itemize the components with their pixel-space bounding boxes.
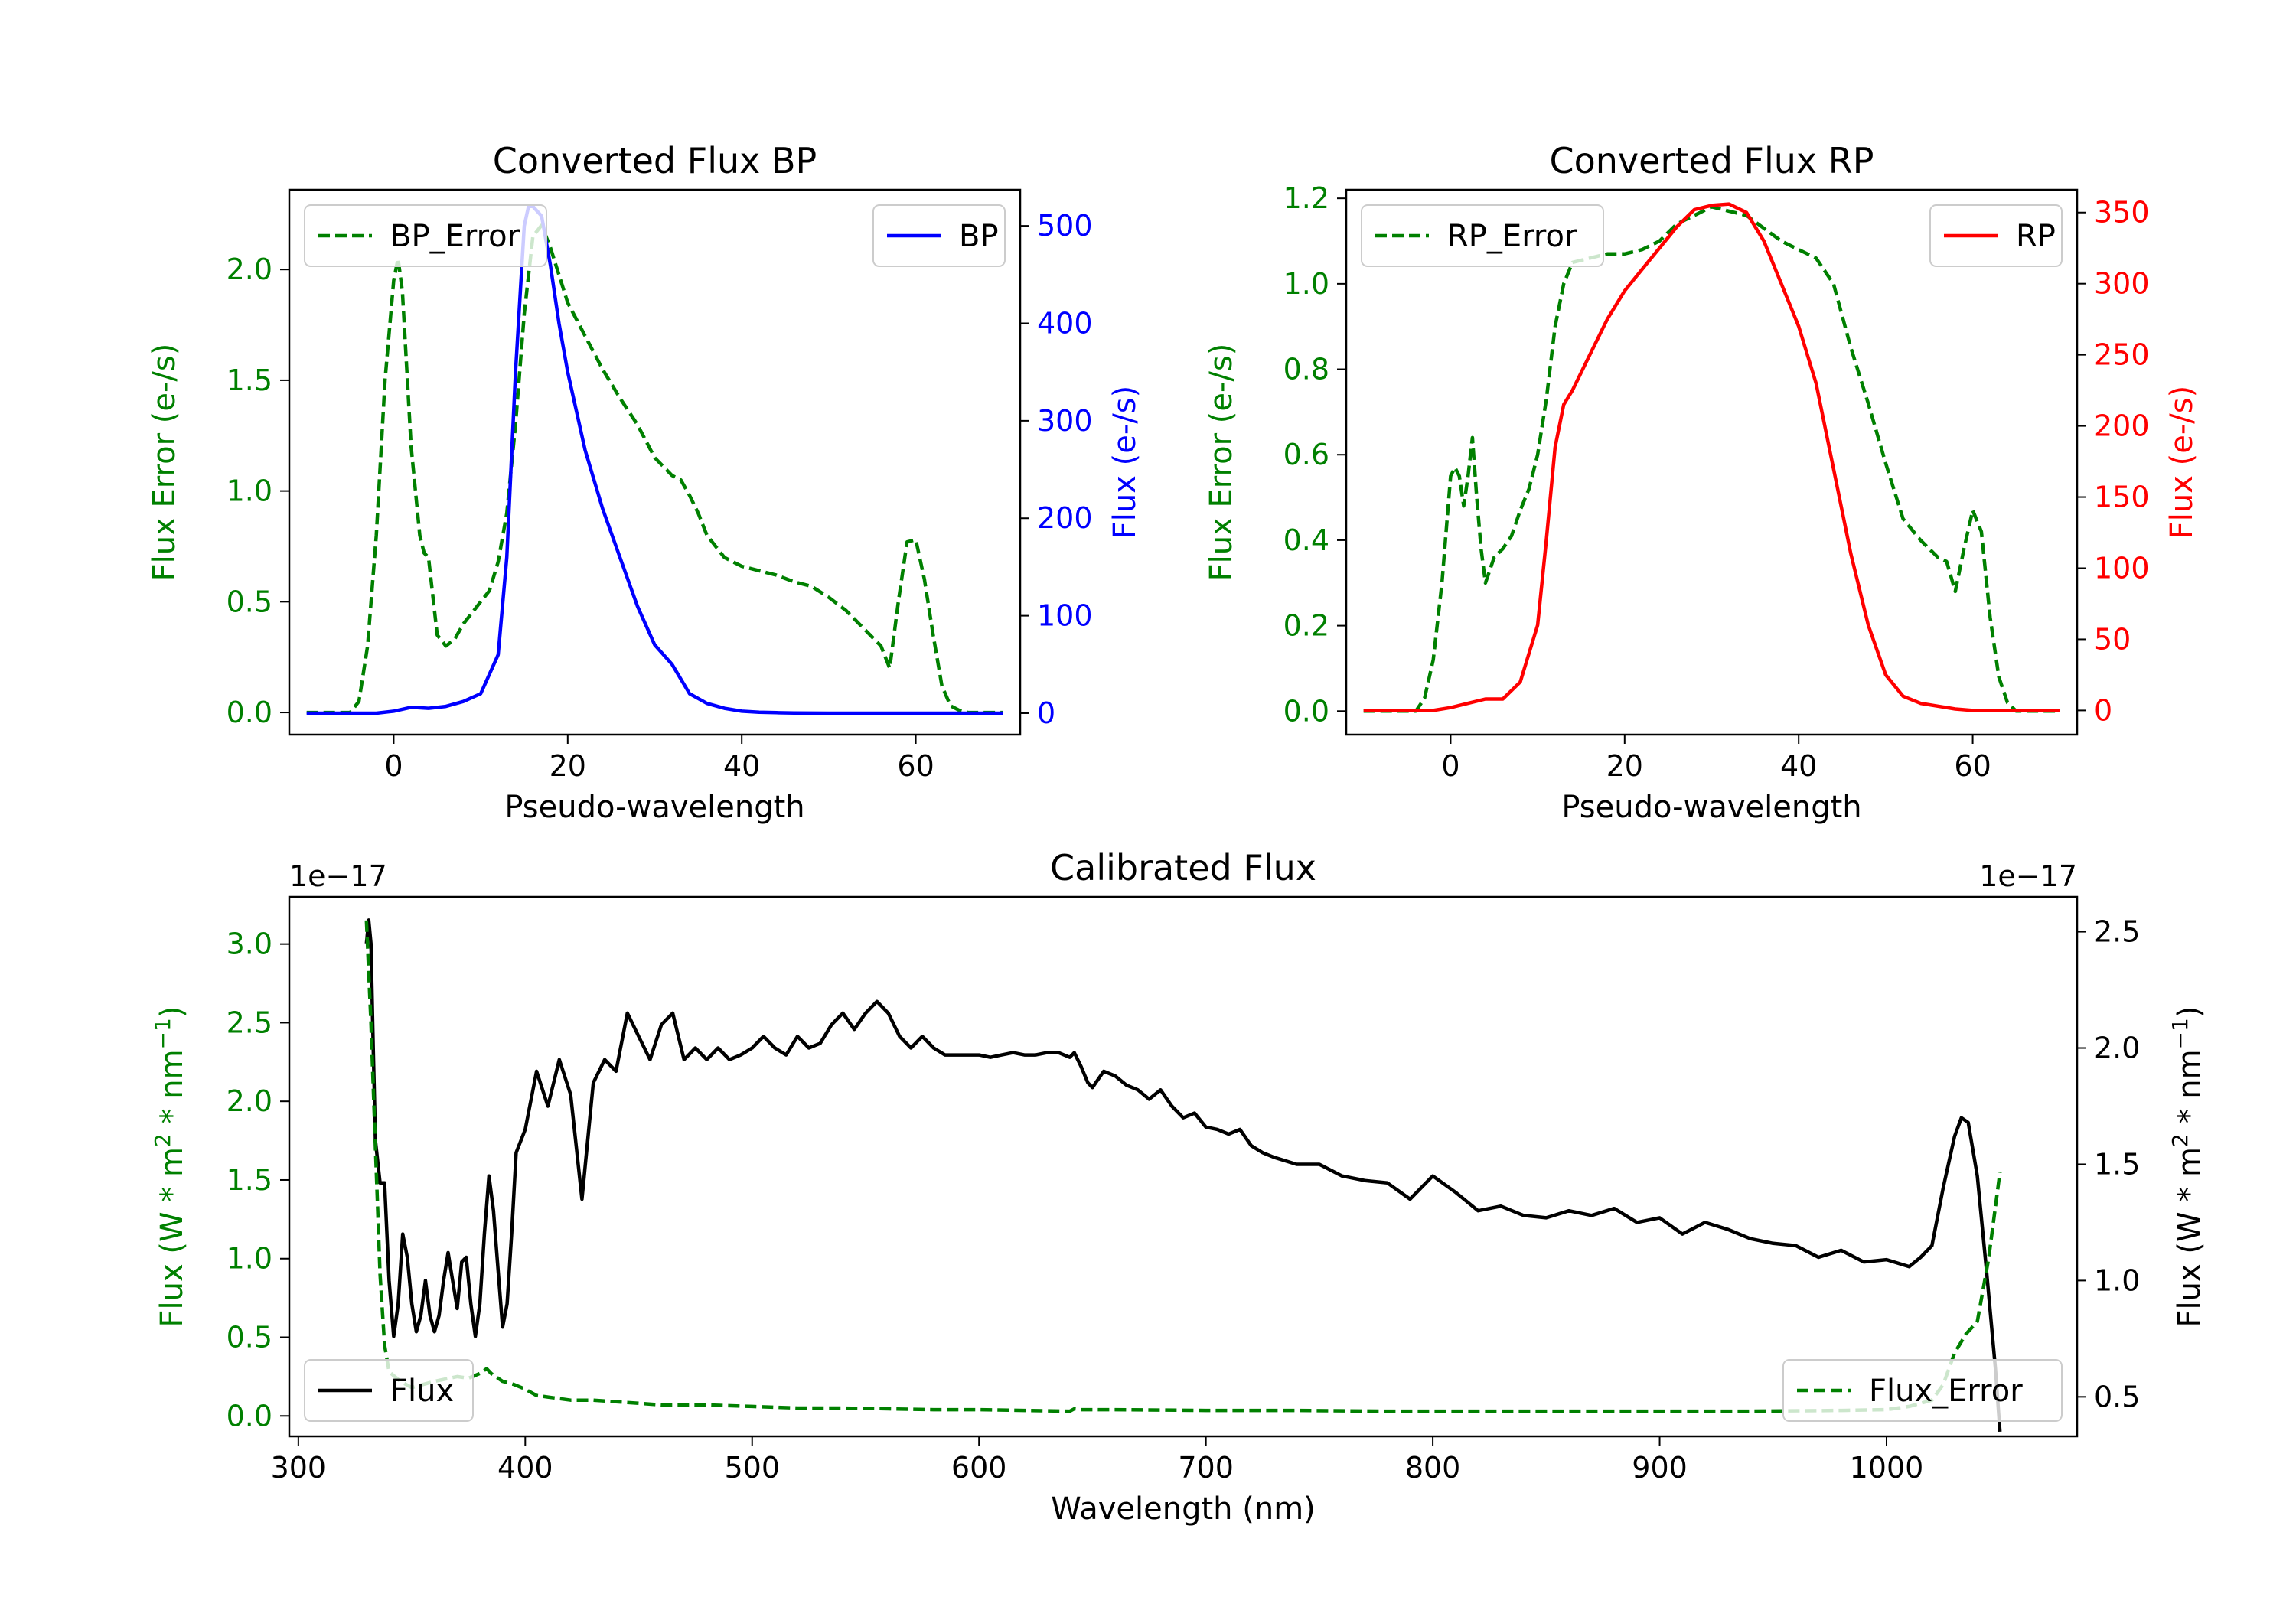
legend-box — [1361, 204, 1604, 267]
series-line-rp-error — [1363, 205, 2060, 713]
legend-flux-error: Flux_Error — [1782, 1359, 2063, 1422]
x-tick-label: 40 — [723, 749, 760, 783]
x-tick-label: 0 — [1441, 749, 1459, 783]
x-tick-label: 600 — [951, 1451, 1007, 1485]
legend-label: Flux — [390, 1374, 454, 1409]
x-axis-title: Pseudo-wavelength — [504, 790, 804, 825]
legend-rp-error: RP_Error — [1361, 204, 1604, 267]
y-left-tick-label: 2.0 — [227, 1084, 272, 1118]
y-left-axis-title: Flux Error (e-/s) — [147, 344, 182, 582]
y-right-tick-label: 500 — [1037, 209, 1093, 243]
x-tick-label: 60 — [1954, 749, 1991, 783]
y-right-axis-title: Flux (e-/s) — [1107, 386, 1143, 539]
y-left-tick-label: 1.2 — [1283, 181, 1329, 215]
legend-rp: RP — [1929, 204, 2063, 267]
x-tick-label: 60 — [897, 749, 934, 783]
x-tick-label: 20 — [1606, 749, 1643, 783]
legend-label: RP — [2016, 219, 2056, 254]
y-right-tick-label: 150 — [2094, 481, 2150, 514]
plot-frame — [288, 188, 1022, 736]
legend-box — [304, 1359, 474, 1422]
x-axis-title: Wavelength (nm) — [1051, 1491, 1316, 1527]
y-right-axis-title: Flux (e-/s) — [2164, 386, 2200, 539]
y-right-tick-label: 0 — [2094, 693, 2112, 727]
y-left-tick-label: 2.0 — [227, 253, 272, 286]
x-tick-label: 500 — [724, 1451, 780, 1485]
x-tick-label: 700 — [1178, 1451, 1234, 1485]
y-right-tick-label: 300 — [2094, 267, 2150, 301]
y-left-tick-label: 1.5 — [227, 1163, 272, 1197]
chart-title: Converted Flux BP — [493, 140, 817, 181]
y-left-tick-label: 0.6 — [1283, 438, 1329, 471]
chart-2: 0 20 40 60 0.0 0.2 0.4 0.6 0.8 1.0 1.2 0 50 100 150 200… — [1204, 140, 2200, 825]
y-left-offset-label: 1e−17 — [289, 859, 387, 893]
y-right-tick-label: 1.0 — [2094, 1263, 2140, 1297]
y-left-axis-title: Flux Error (e-/s) — [1204, 344, 1239, 582]
y-right-tick-label: 1.5 — [2094, 1147, 2140, 1181]
x-tick-label: 40 — [1780, 749, 1817, 783]
series-line-rp — [1363, 202, 2060, 712]
series-line-flux — [364, 918, 2002, 1433]
legend-bp-error: BP_Error — [304, 204, 547, 267]
legend-label: BP_Error — [390, 219, 520, 254]
y-left-axis-title: Flux (W * m2 * nm−1) — [150, 1006, 191, 1328]
x-tick-label: 1000 — [1850, 1451, 1924, 1485]
plot-frame — [288, 895, 2079, 1438]
y-right-tick-label: 2.0 — [2094, 1032, 2140, 1065]
y-right-tick-label: 300 — [1037, 404, 1093, 438]
y-right-tick-label: 200 — [2094, 409, 2150, 443]
y-left-tick-label: 1.0 — [1283, 267, 1329, 301]
y-left-tick-label: 1.0 — [227, 1242, 272, 1276]
y-right-tick-label: 0.5 — [2094, 1380, 2140, 1413]
plot-frame — [1345, 188, 2079, 736]
chart-title: Calibrated Flux — [1050, 847, 1316, 888]
y-right-tick-label: 50 — [2094, 622, 2131, 656]
y-left-tick-label: 2.5 — [227, 1006, 272, 1039]
series-line-bp — [306, 204, 1003, 715]
legend-label: BP — [959, 219, 999, 254]
y-left-tick-label: 0.5 — [227, 585, 272, 618]
chart-title: Converted Flux RP — [1550, 140, 1874, 181]
x-tick-label: 300 — [271, 1451, 327, 1485]
x-tick-label: 900 — [1632, 1451, 1688, 1485]
y-right-tick-label: 100 — [1037, 599, 1093, 633]
y-right-tick-label: 200 — [1037, 501, 1093, 535]
legend-box — [1782, 1359, 2063, 1422]
y-right-axis-title: Flux (W * m2 * nm−1) — [2167, 1006, 2208, 1328]
y-left-tick-label: 1.0 — [227, 474, 272, 508]
series-line-bp-error — [306, 223, 1003, 715]
chart-1: 0 20 40 60 0.0 0.5 1.0 1.5 2.0 0 100 200 300 400 500 Co… — [147, 140, 1143, 825]
x-tick-label: 800 — [1405, 1451, 1461, 1485]
y-right-tick-label: 250 — [2094, 338, 2150, 372]
y-right-tick-label: 100 — [2094, 551, 2150, 585]
y-left-tick-label: 0.5 — [227, 1321, 272, 1354]
series-line-flux-error — [364, 920, 2002, 1413]
y-right-tick-label: 0 — [1037, 696, 1055, 730]
legend-bp: BP — [872, 204, 1006, 267]
y-left-tick-label: 0.8 — [1283, 353, 1329, 386]
legend-label: RP_Error — [1447, 219, 1577, 254]
y-right-tick-label: 2.5 — [2094, 915, 2140, 949]
x-tick-label: 20 — [550, 749, 586, 783]
legend-flux: Flux — [304, 1359, 474, 1422]
x-tick-label: 400 — [497, 1451, 553, 1485]
y-right-tick-label: 350 — [2094, 196, 2150, 230]
x-axis-title: Pseudo-wavelength — [1561, 790, 1861, 825]
y-right-offset-label: 1e−17 — [1979, 859, 2077, 893]
y-left-tick-label: 0.4 — [1283, 523, 1329, 557]
legend-label: Flux_Error — [1869, 1374, 2023, 1409]
y-left-tick-label: 1.5 — [227, 363, 272, 397]
y-left-tick-label: 0.2 — [1283, 609, 1329, 643]
y-left-tick-label: 0.0 — [1283, 694, 1329, 728]
y-right-tick-label: 400 — [1037, 306, 1093, 340]
x-tick-label: 0 — [384, 749, 403, 783]
y-left-tick-label: 0.0 — [227, 1399, 272, 1433]
y-left-tick-label: 0.0 — [227, 696, 272, 729]
legend-box — [304, 204, 547, 267]
y-left-tick-label: 3.0 — [227, 927, 272, 961]
chart-3: 300 400 500 600 700 800 900 1000 0.0 0.5 1.0 1.5 2.0… — [150, 847, 2208, 1527]
